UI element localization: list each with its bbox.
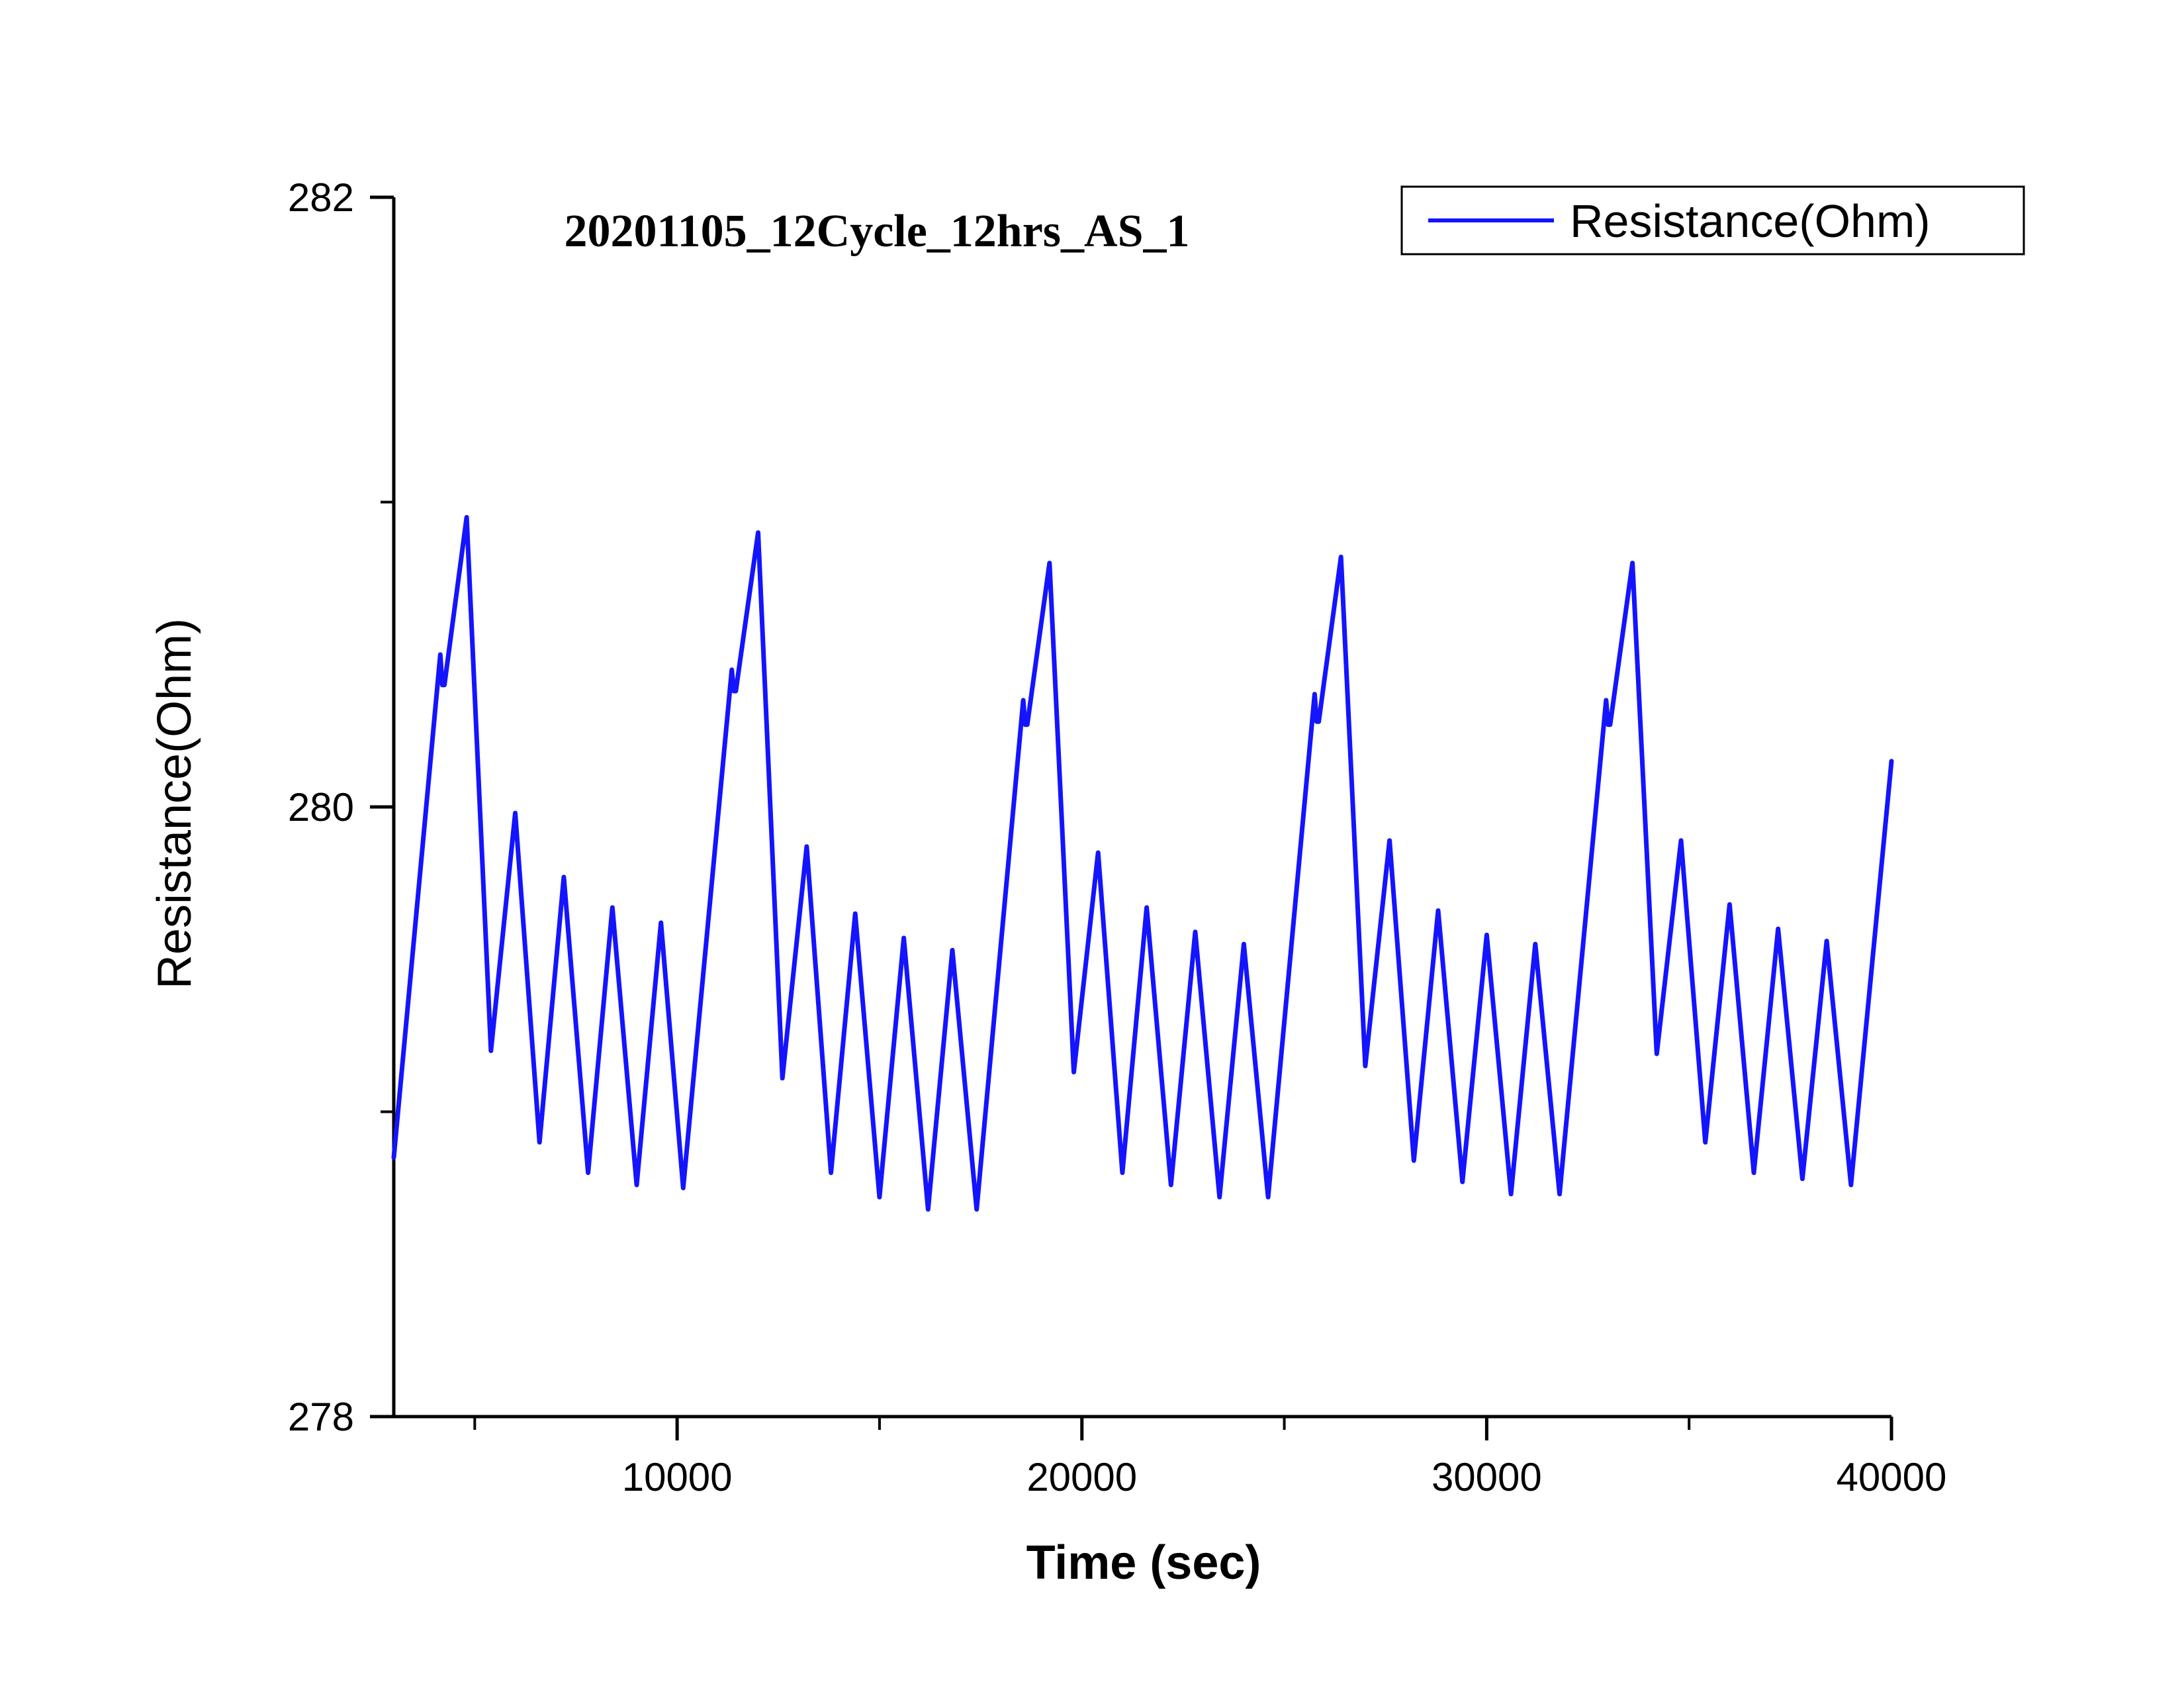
x-axis-title: Time (sec) <box>1026 1536 1261 1589</box>
series-line <box>391 515 1894 1212</box>
y-tick-label: 282 <box>288 175 354 220</box>
series-layer <box>391 515 1894 1212</box>
legend: Resistance(Ohm) <box>1400 185 2025 256</box>
x-tick-label: 10000 <box>622 1455 733 1499</box>
x-tick-label: 40000 <box>1837 1455 1947 1499</box>
chart-title: 20201105_12Cycle_12hrs_AS_1 <box>565 206 1190 257</box>
y-tick-label: 278 <box>288 1395 354 1439</box>
legend-label: Resistance(Ohm) <box>1570 195 1931 247</box>
x-tick-label: 30000 <box>1432 1455 1542 1499</box>
y-axis-title: Resistance(Ohm) <box>148 618 201 989</box>
x-tick-label: 20000 <box>1026 1455 1137 1499</box>
y-tick-label: 280 <box>288 785 354 829</box>
axes: 278 280 282 10000 20000 30000 40000 <box>288 175 1947 1499</box>
